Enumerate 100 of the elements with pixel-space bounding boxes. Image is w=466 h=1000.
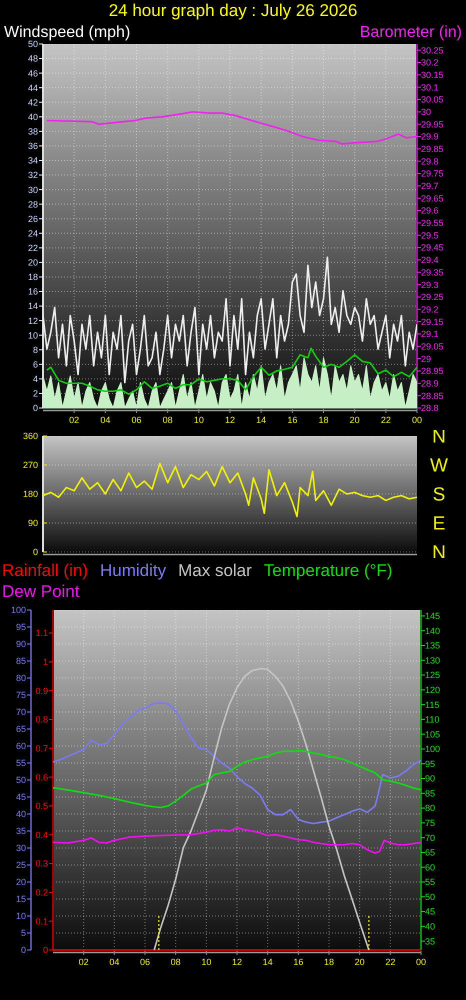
y-tick-label: 60: [16, 741, 26, 752]
y2-tick-label: 105: [425, 729, 440, 740]
y2-tick-label: 28.9: [421, 378, 439, 388]
y-tick-label: 70: [16, 707, 26, 718]
text: Temperature (°F): [264, 561, 392, 580]
y2-tick-label: 110: [425, 714, 440, 725]
y2-tick-label: 30.2: [421, 58, 439, 68]
y-tick-label: 65: [16, 724, 26, 734]
y-tick-label: 12: [28, 316, 38, 326]
y2-tick-label: 130: [425, 655, 440, 666]
x-tick-label: 04: [100, 415, 110, 425]
y3-tick-label: 0.2: [35, 888, 48, 898]
text: Rainfall (in): [2, 561, 88, 580]
y2-tick-label: 140: [425, 626, 440, 636]
y2-tick-label: 29.7: [421, 181, 439, 192]
y-tick-label: 40: [28, 112, 38, 122]
y-tick-label: 360: [22, 431, 38, 442]
y2-tick-label: 30.25: [421, 45, 444, 56]
y-tick-label: 4: [32, 374, 38, 384]
y3-tick-label: 0.7: [35, 743, 48, 754]
y3-tick-label: 0.9: [35, 686, 48, 696]
y2-tick-label: 29.05: [421, 341, 444, 352]
y2-tick-label: 55: [425, 877, 436, 888]
y-tick-label: 20: [28, 258, 38, 268]
y-tick-label: 18: [28, 272, 38, 282]
y2-tick-label: 29.25: [421, 292, 444, 302]
y-tick-label: 35: [16, 826, 26, 836]
y2-tick-label: 125: [425, 670, 440, 680]
y-tick-label: 26: [28, 214, 38, 224]
x-tick-label: 00: [412, 415, 422, 425]
x-tick-label: 22: [380, 415, 391, 425]
y2-tick-label: 80: [425, 803, 436, 814]
y2-tick-label: 30: [421, 107, 432, 118]
y-tick-label: 270: [22, 460, 38, 470]
y2-tick-label: 100: [425, 744, 440, 754]
y2-tick-label: 145: [425, 611, 440, 622]
y2-tick-label: 29.55: [421, 218, 444, 228]
x-tick-label: 02: [78, 957, 89, 967]
y2-tick-label: 135: [425, 640, 440, 651]
x-tick-label: 02: [69, 415, 80, 425]
y2-tick-label: 115: [425, 700, 440, 710]
y2-tick-label: 28.95: [421, 366, 444, 376]
y-tick-label: 28: [28, 199, 38, 210]
x-tick-label: 20: [350, 415, 360, 425]
y-tick-label: 38: [28, 126, 38, 137]
y2-tick-label: 65: [425, 848, 436, 858]
y3-tick-label: 0.5: [35, 801, 48, 812]
x-tick-label: 04: [109, 957, 120, 967]
y-tick-label: 48: [28, 54, 38, 64]
y2-tick-label: 28.8: [421, 403, 439, 414]
y2-tick-label: 40: [425, 922, 436, 932]
x-tick-label: 06: [140, 957, 150, 967]
y-tick-label: 55: [16, 758, 26, 768]
x-tick-label: 16: [293, 957, 304, 967]
x-tick-label: 08: [170, 957, 181, 967]
y3-tick-label: 0.1: [35, 916, 48, 926]
y-tick-label: 44: [28, 82, 38, 93]
y2-tick-label: 29.15: [421, 316, 444, 327]
chart-title: 24 hour graph day : July 26 2026: [108, 1, 358, 20]
y3-tick-label: 0.6: [35, 772, 48, 782]
y3-tick-label: 0: [42, 945, 48, 956]
y-tick-label: 0: [32, 547, 38, 558]
y-tick-label: 36: [28, 141, 38, 152]
line-series: [46, 348, 417, 395]
y-tick-label: 2: [32, 388, 38, 399]
y-tick-label: 10: [28, 330, 38, 340]
y-tick-label: 22: [28, 242, 38, 253]
y2-tick-label: 29.5: [421, 230, 439, 240]
text: E: [432, 514, 446, 535]
y3-tick-label: 0.8: [35, 714, 48, 725]
y-tick-label: 50: [16, 775, 26, 786]
y2-tick-label: 29.9: [421, 132, 439, 142]
y-tick-label: 45: [16, 792, 26, 802]
x-tick-label: 12: [232, 957, 242, 967]
text: S: [432, 484, 446, 506]
line-series: [153, 668, 370, 951]
x-tick-label: 14: [262, 957, 273, 967]
y-tick-label: 8: [32, 344, 38, 355]
y2-tick-label: 30.05: [421, 94, 444, 105]
y2-tick-label: 95: [425, 758, 436, 769]
y2-tick-label: 29.6: [421, 206, 439, 216]
y3-tick-label: 1.1: [35, 628, 48, 638]
y-tick-label: 24: [28, 228, 38, 238]
y2-tick-label: 29.1: [421, 329, 439, 340]
y2-tick-label: 29.45: [421, 242, 444, 253]
y2-tick-label: 120: [425, 684, 440, 695]
y-tick-label: 16: [28, 286, 38, 297]
y2-tick-label: 29.8: [421, 156, 439, 166]
y-tick-label: 30: [28, 184, 38, 195]
y2-tick-label: 75: [425, 818, 436, 828]
line-series: [53, 827, 421, 854]
y2-tick-label: 45: [425, 906, 436, 917]
y2-tick-label: 29.75: [421, 168, 444, 179]
y2-tick-label: 29.4: [421, 255, 439, 266]
y-tick-label: 90: [28, 518, 38, 528]
x-tick-label: 06: [131, 415, 142, 425]
y3-tick-label: 0.3: [35, 858, 48, 869]
y-tick-label: 42: [28, 97, 38, 108]
y-tick-label: 50: [28, 39, 38, 50]
y2-tick-label: 29: [421, 354, 432, 364]
